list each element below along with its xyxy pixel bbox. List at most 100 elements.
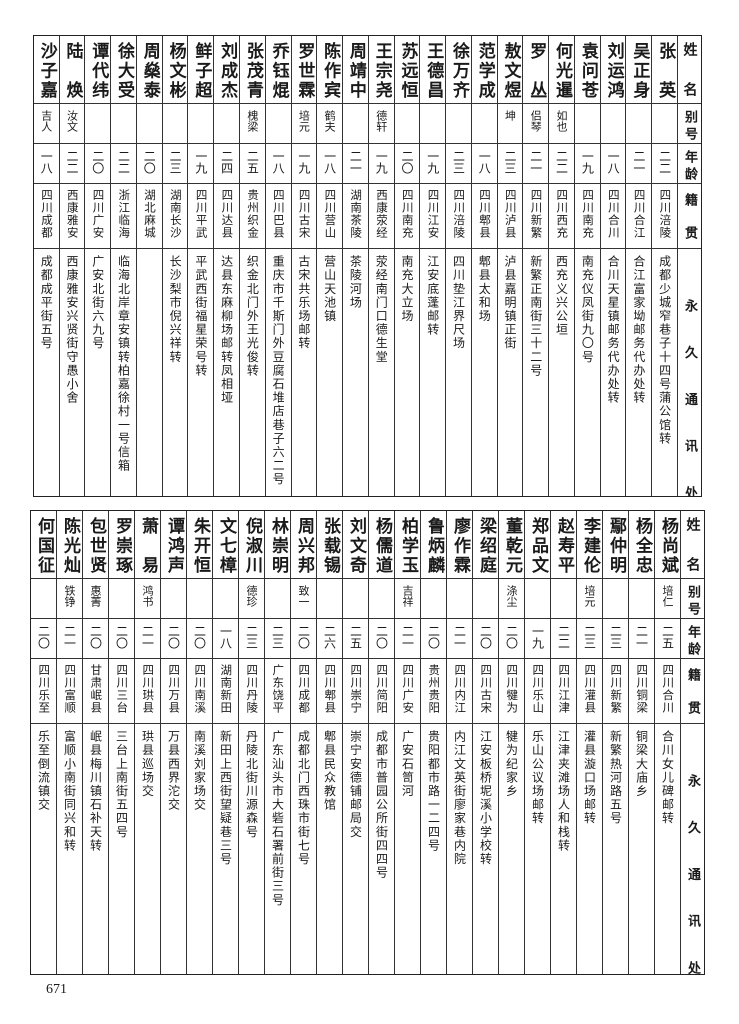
cell-origin: 四川古宋 [291, 184, 317, 249]
cell-age: 一八 [600, 144, 626, 184]
person-age: 二〇 [296, 625, 311, 649]
person-origin: 四川合江 [632, 189, 647, 239]
person-origin: 四川西充 [555, 189, 570, 239]
cell-alias [626, 104, 652, 144]
person-alias: 涤尘 [505, 585, 518, 607]
cell-alias [136, 104, 162, 144]
cell-name: 杨文彬 [162, 36, 188, 104]
person-name: 罗崇琢 [112, 517, 132, 573]
cell-alias [446, 104, 471, 144]
person-address: 珙县巡场交 [140, 730, 155, 798]
cell-name: 敖文煜 [497, 36, 523, 104]
cell-address: 长沙梨市倪兴祥转 [163, 249, 188, 496]
cell-address: 江安底蓬邮转 [420, 249, 445, 496]
person-name: 包世贤 [86, 517, 106, 573]
person-alias: 德轩 [374, 110, 388, 132]
cell-origin: 四川合川 [655, 659, 680, 724]
cell-name: 吴正身 [626, 36, 652, 104]
person-name: 陆焕 [62, 42, 83, 98]
cell-origin: 广东饶平 [265, 659, 290, 724]
person-age: 二一 [631, 150, 646, 174]
cell-origin: 四川郫县 [317, 659, 342, 724]
cell-age: 二一 [523, 144, 549, 184]
person-address: 泸县嘉明镇正街 [503, 255, 518, 351]
person-name: 谭鸿声 [164, 517, 184, 573]
person-address: 贵阳都市路一二四号 [426, 730, 441, 853]
person-address: 灌县漩口场邮转 [582, 730, 597, 826]
cell-age: 一八 [265, 144, 291, 184]
person-age: 二一 [140, 625, 155, 649]
person-column: 罗崇琢 二〇 四川三台 三台上南街五四号 [108, 511, 134, 974]
header-label-alias: 别号 [685, 585, 700, 615]
cell-alias [317, 579, 342, 619]
person-column: 萧易 鸿书 二一 四川珙县 珙县巡场交 [134, 511, 160, 974]
person-name: 张载锡 [320, 517, 340, 573]
person-origin: 四川江安 [426, 189, 441, 239]
person-origin: 四川丹陵 [245, 664, 260, 714]
person-age: 二六 [322, 625, 337, 649]
cell-alias [369, 579, 394, 619]
person-age: 一八 [271, 150, 286, 174]
cell-name: 鄢仲明 [603, 511, 628, 579]
cell-age: 二四 [214, 144, 239, 184]
person-name: 乔钰焜 [268, 42, 289, 98]
cell-alias [525, 579, 550, 619]
person-age: 二〇 [88, 625, 103, 649]
person-age: 二〇 [374, 625, 389, 649]
cell-alias: 培仁 [655, 579, 680, 619]
person-column: 文七樟 一八 湖南新田 新田上西街望疑巷三号 [212, 511, 238, 974]
person-alias: 培仁 [661, 585, 674, 607]
person-address: 合川女儿碑邮转 [660, 730, 675, 826]
person-name: 郑品文 [528, 517, 548, 573]
person-column: 罗世霖 培元 一九 四川古宋 古宋共乐场邮转 [290, 36, 317, 496]
cell-alias: 惠菁 [83, 579, 108, 619]
person-address: 犍为纪家乡 [504, 730, 519, 798]
cell-name: 廖作霖 [447, 511, 472, 579]
cell-age: 二〇 [421, 619, 446, 659]
cell-age: 二三 [162, 144, 188, 184]
person-name: 杨文彬 [165, 42, 186, 98]
cell-age: 二〇 [369, 619, 394, 659]
person-origin: 四川成都 [297, 664, 312, 714]
person-name: 董乾元 [502, 517, 522, 573]
person-column: 鲜子超 一九 四川平武 平武西街福星荣号转 [187, 36, 214, 496]
cell-alias [85, 104, 111, 144]
person-column: 徐大受 二二 浙江临海 临海北岸章安镇转柏嘉徐村一号信箱 [110, 36, 136, 496]
cell-alias: 吉祥 [395, 579, 420, 619]
cell-origin: 四川江津 [551, 659, 576, 724]
header-cell-address: 永久通讯处 [678, 249, 701, 496]
cell-alias: 如也 [549, 104, 574, 144]
header-cell-name: 姓名 [681, 511, 704, 579]
person-column: 李建伦 培元 二三 四川灌县 灌县漩口场邮转 [576, 511, 602, 974]
person-age: 一九 [374, 150, 389, 174]
person-address: 广安北街六九号 [90, 255, 105, 351]
cell-name: 乔钰焜 [265, 36, 291, 104]
person-origin: 四川三台 [115, 664, 130, 714]
cell-origin: 四川广安 [85, 184, 111, 249]
person-origin: 四川古宋 [479, 664, 494, 714]
cell-address: 合江富家坳邮务代办处转 [626, 249, 651, 496]
cell-address: 三台上南街五四号 [109, 724, 134, 974]
person-address: 富顺小南街同兴和转 [62, 730, 77, 853]
person-age: 二二 [65, 150, 79, 174]
person-origin: 四川崇宁 [349, 664, 364, 714]
cell-name: 文七樟 [213, 511, 238, 579]
cell-origin: 四川珙县 [135, 659, 160, 724]
cell-name: 倪淑川 [239, 511, 264, 579]
cell-name: 杨儒道 [369, 511, 394, 579]
cell-address: 贵阳都市路一二四号 [421, 724, 446, 974]
cell-age: 二〇 [161, 619, 186, 659]
person-column: 何国征 二〇 四川乐至 乐至倒流镇交 [31, 511, 56, 974]
person-address: 长沙梨市倪兴祥转 [168, 255, 183, 364]
cell-address: 广东汕头市大砦石署前街三号 [265, 724, 290, 974]
person-age: 二三 [608, 625, 623, 649]
cell-address: 郫县太和场 [472, 249, 497, 496]
cell-address: 灌县漩口场邮转 [577, 724, 602, 974]
person-address: 南溪刘家场交 [192, 730, 207, 812]
cell-origin: 四川乐至 [31, 659, 56, 724]
cell-address: 临海北岸章安镇转柏嘉徐村一号信箱 [111, 249, 136, 496]
cell-origin: 西康荥经 [368, 184, 394, 249]
person-name: 倪淑川 [242, 517, 262, 573]
cell-alias [109, 579, 134, 619]
person-age: 二三 [168, 150, 183, 174]
